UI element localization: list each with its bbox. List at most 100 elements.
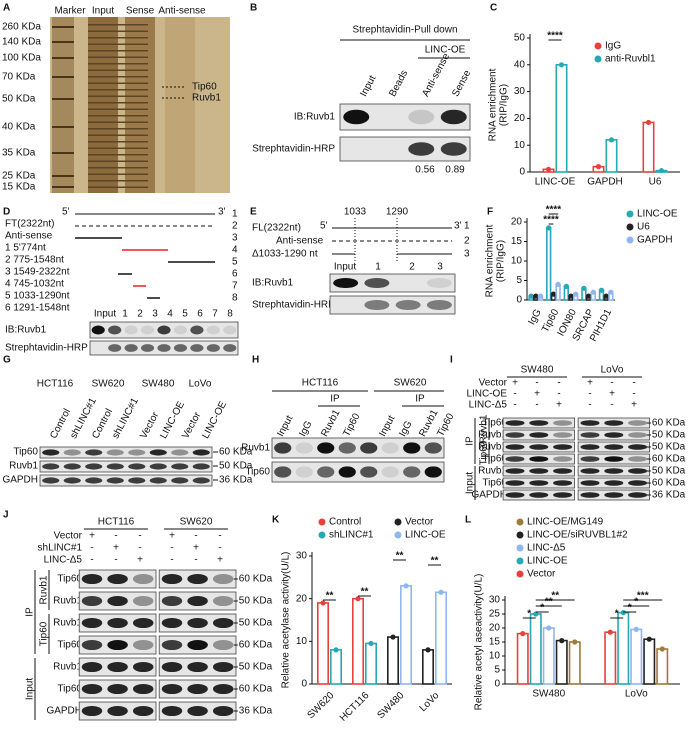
band: [223, 325, 237, 335]
legend-label: LINC-OE: [405, 530, 446, 541]
lane-label: 3: [152, 309, 158, 320]
bar-dot: [545, 166, 552, 172]
x-tick-label: LoVo: [625, 689, 648, 700]
y-tick-label: 5: [494, 665, 500, 676]
y-tick-label: 10: [296, 636, 308, 647]
band: [274, 442, 292, 454]
y-tick-label: 0: [516, 295, 522, 306]
row-number: 5: [232, 257, 238, 268]
lane-label: 1: [122, 309, 128, 320]
row-label: FL(2322nt): [252, 223, 301, 234]
legend-marker: [318, 531, 326, 539]
band: [628, 456, 648, 462]
lane-label: 5: [182, 309, 188, 320]
legend-label: LINC-OE: [527, 556, 568, 567]
bar-dot: [645, 119, 652, 126]
band: [505, 492, 525, 498]
cell-label: SW480: [521, 365, 554, 376]
row-label: IB:Ruvb1: [294, 112, 336, 123]
lane-label: 7: [212, 309, 218, 320]
size-label: 60 KDa: [239, 684, 273, 695]
band: [132, 573, 154, 585]
row-label: Anti-sense: [5, 231, 53, 242]
blot-frame: [78, 591, 157, 611]
band: [42, 463, 60, 470]
sign: -: [114, 555, 117, 566]
band: [128, 463, 146, 470]
y-tick-label: 25: [489, 609, 501, 620]
sign: -: [170, 555, 173, 566]
significance: **: [361, 587, 369, 598]
blot-frame: [78, 679, 157, 699]
legend-marker: [516, 570, 524, 578]
gel-band: [88, 154, 148, 156]
lane-label: Sense: [450, 68, 473, 99]
x-tick-label: U6: [649, 177, 662, 188]
blot: [330, 274, 455, 292]
legend-label: U6: [637, 222, 650, 233]
band: [505, 420, 525, 426]
cell-label: SW620: [180, 517, 213, 528]
y-tick-label: 15: [511, 236, 523, 247]
group-label: Input: [25, 678, 36, 700]
bar: [386, 636, 399, 685]
band: [192, 477, 210, 484]
y-tick-label: 30: [296, 551, 308, 562]
band: [381, 442, 399, 454]
x-tick-label: LoVo: [418, 690, 442, 714]
bar-dot: [368, 640, 374, 647]
legend-marker: [626, 223, 634, 231]
band: [529, 480, 549, 486]
bar: [642, 121, 655, 173]
gel-band: [88, 102, 148, 104]
sign: -: [535, 378, 538, 389]
bar-dot: [425, 647, 431, 653]
gel-band: [88, 43, 148, 45]
row-label: Strephtavidin-HRP: [252, 300, 335, 311]
quant: 0.56: [415, 165, 435, 176]
marker-band: [52, 152, 74, 154]
group-label: Input: [465, 472, 476, 494]
y-tick-label: 30: [514, 86, 526, 97]
end-label: 3': [218, 207, 226, 218]
band: [132, 661, 154, 673]
sign: -: [194, 555, 197, 566]
bar-dot: [598, 287, 605, 293]
marker-band: [52, 41, 74, 43]
condition-label: shLINC#1: [38, 543, 83, 554]
condition-label: LINC-Δ5: [44, 555, 83, 566]
band: [223, 344, 237, 352]
row-number: 3: [232, 233, 238, 244]
end-label: 5': [320, 221, 328, 232]
band: [63, 463, 81, 470]
band: [580, 420, 600, 426]
band: [81, 617, 103, 629]
marker-label: 35 KDa: [2, 148, 36, 159]
significance: *: [540, 603, 544, 614]
legend-label: LINC-OE: [637, 209, 678, 220]
panel-letter: G: [3, 355, 11, 366]
band: [553, 432, 573, 438]
band: [295, 442, 313, 454]
row-label: Tip60: [57, 684, 82, 695]
lane-label: 1: [375, 262, 381, 273]
band: [107, 595, 128, 607]
band: [212, 639, 234, 651]
band: [81, 639, 103, 651]
gel-band: [88, 56, 148, 58]
marker-band: [52, 57, 74, 59]
gel-band: [88, 180, 148, 182]
row-label: Anti-sense: [276, 236, 324, 247]
size-label: 50 KDa: [652, 442, 686, 453]
marker-band: [52, 76, 74, 78]
band: [106, 449, 124, 456]
bar-dot: [581, 285, 587, 291]
ip-label: IP: [415, 394, 425, 405]
legend-label: LINC-OE/siRUVBL1#2: [527, 530, 628, 541]
panel-letter: C: [490, 3, 497, 14]
significance: **: [551, 591, 559, 602]
row-number: 4: [232, 245, 238, 256]
size-label: 50 KDa: [239, 618, 273, 629]
fragment-label: 2 775-1548nt: [5, 255, 64, 266]
band: [173, 344, 188, 352]
